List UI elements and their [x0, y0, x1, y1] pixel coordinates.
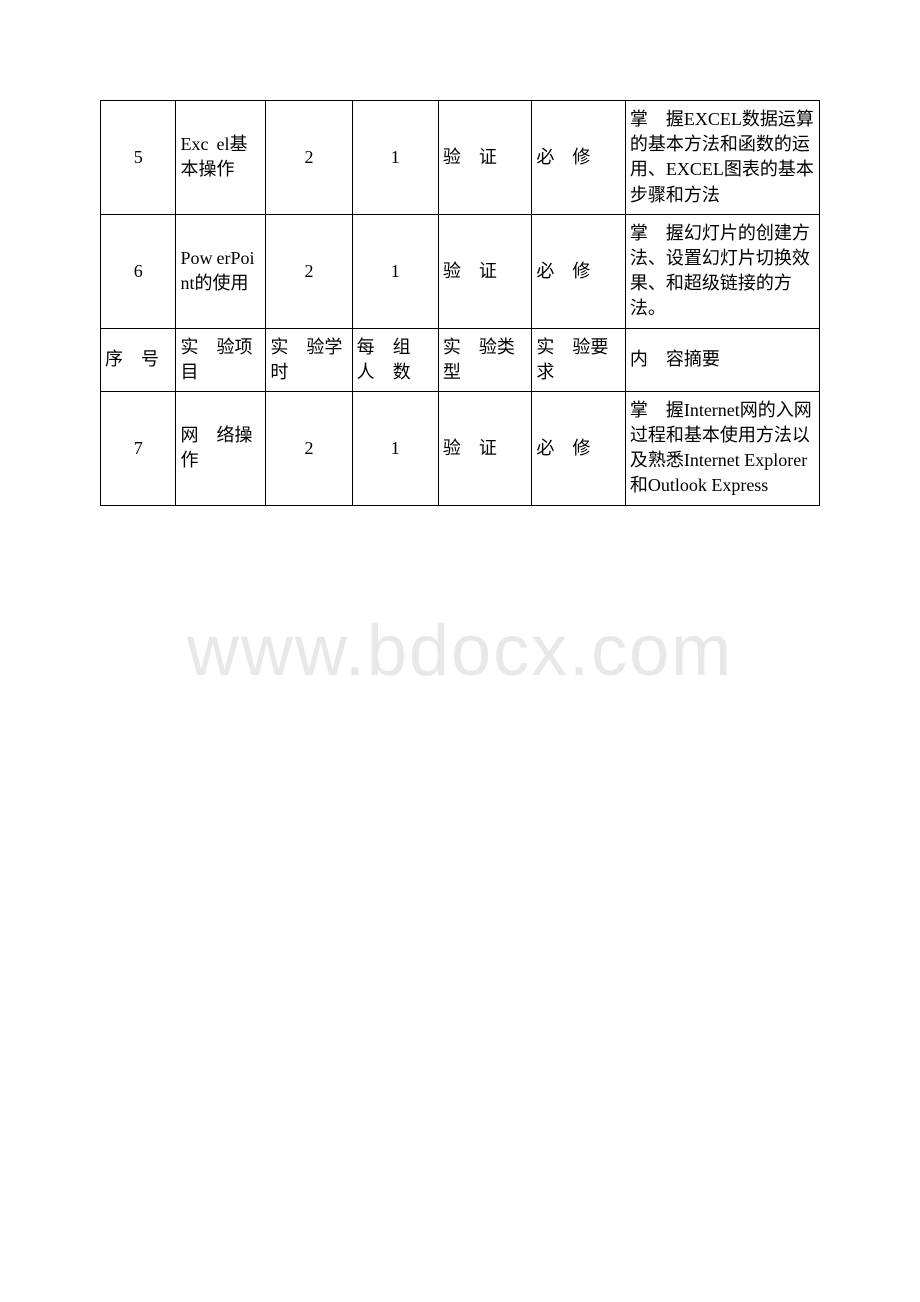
- text: 必: [536, 436, 572, 461]
- cell-desc: 掌握Internet网的入网过程和基本使用方法以及熟悉Internet Expl…: [625, 391, 819, 505]
- text: 号: [141, 349, 159, 369]
- cell-type: 验证: [438, 101, 531, 215]
- text: 组: [393, 337, 411, 357]
- header-desc: 内容摘要: [625, 328, 819, 391]
- text: 掌: [630, 107, 666, 132]
- text: 容摘要: [666, 349, 720, 369]
- text: 数: [393, 362, 411, 382]
- cell-req: 必修: [532, 101, 625, 215]
- text: 证: [479, 438, 497, 458]
- text: 修: [572, 147, 590, 167]
- cell-seq: 7: [101, 391, 176, 505]
- cell-desc: 掌握EXCEL数据运算的基本方法和函数的运用、EXCEL图表的基本步骤和方法: [625, 101, 819, 215]
- text: 验: [443, 145, 479, 170]
- text: 人: [357, 360, 393, 385]
- text: 修: [572, 438, 590, 458]
- header-group: 每组 人数: [352, 328, 438, 391]
- text: 实: [180, 335, 216, 360]
- text: 验: [443, 436, 479, 461]
- text: 必: [536, 145, 572, 170]
- cell-project: Excel基本操作: [176, 101, 266, 215]
- text: 必: [536, 259, 572, 284]
- cell-hours: 2: [266, 391, 352, 505]
- cell-project: 网络操作: [176, 391, 266, 505]
- text: 实: [270, 335, 306, 360]
- cell-hours: 2: [266, 214, 352, 328]
- text: 掌: [630, 398, 666, 423]
- cell-desc: 掌握幻灯片的创建方法、设置幻灯片切换效果、和超级链接的方法。: [625, 214, 819, 328]
- watermark-text: www.bdocx.com: [187, 610, 733, 692]
- cell-hours: 2: [266, 101, 352, 215]
- cell-group: 1: [352, 101, 438, 215]
- header-type: 实验类型: [438, 328, 531, 391]
- table-row: 5 Excel基本操作 2 1 验证 必修 掌握EXCEL数据运算的基本方法和函…: [101, 101, 820, 215]
- header-seq: 序号: [101, 328, 176, 391]
- document-page: 5 Excel基本操作 2 1 验证 必修 掌握EXCEL数据运算的基本方法和函…: [0, 0, 920, 506]
- text: 掌: [630, 221, 666, 246]
- cell-group: 1: [352, 214, 438, 328]
- text: 每: [357, 335, 393, 360]
- cell-group: 1: [352, 391, 438, 505]
- experiment-table: 5 Excel基本操作 2 1 验证 必修 掌握EXCEL数据运算的基本方法和函…: [100, 100, 820, 506]
- header-hours: 实验学时: [266, 328, 352, 391]
- cell-seq: 6: [101, 214, 176, 328]
- text: Exc: [180, 132, 216, 157]
- cell-seq: 5: [101, 101, 176, 215]
- text: 实: [536, 335, 572, 360]
- text: Pow: [180, 246, 216, 271]
- text: 证: [479, 147, 497, 167]
- cell-project: PowerPoint的使用: [176, 214, 266, 328]
- text: 证: [479, 261, 497, 281]
- text: 网: [180, 423, 216, 448]
- table-row: 7 网络操作 2 1 验证 必修 掌握Internet网的入网过程和基本使用方法…: [101, 391, 820, 505]
- table-row: 6 PowerPoint的使用 2 1 验证 必修 掌握幻灯片的创建方法、设置幻…: [101, 214, 820, 328]
- cell-req: 必修: [532, 391, 625, 505]
- text: 验: [443, 259, 479, 284]
- header-project: 实验项目: [176, 328, 266, 391]
- text: 序: [105, 347, 141, 372]
- text: 实: [443, 335, 479, 360]
- cell-req: 必修: [532, 214, 625, 328]
- table-header-row: 序号 实验项目 实验学时 每组 人数 实验类型 实验要求 内容摘要: [101, 328, 820, 391]
- text: 内: [630, 347, 666, 372]
- text: 修: [572, 261, 590, 281]
- cell-type: 验证: [438, 214, 531, 328]
- cell-type: 验证: [438, 391, 531, 505]
- header-req: 实验要求: [532, 328, 625, 391]
